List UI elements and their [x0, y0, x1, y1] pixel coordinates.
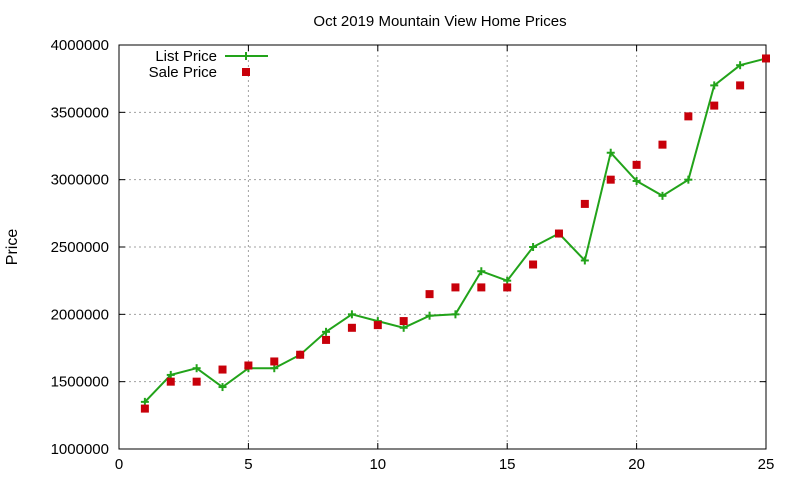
list-price-point	[658, 191, 667, 200]
legend-marker-sale-price	[242, 68, 250, 76]
y-tick-label: 3000000	[51, 172, 109, 189]
sale-price-point	[296, 350, 305, 359]
y-axis-label: Price	[4, 229, 21, 266]
list-price-point	[580, 256, 589, 265]
sale-price-point	[347, 323, 356, 332]
y-tick-label: 3500000	[51, 104, 109, 121]
sale-price-point	[606, 175, 615, 184]
list-price-point	[632, 177, 641, 186]
list-price-point	[503, 276, 512, 285]
list-price-point	[736, 61, 745, 70]
list-price-point	[166, 370, 175, 379]
legend: List Price Sale Price	[149, 48, 268, 81]
sale-price-point	[166, 377, 175, 386]
x-tick-label: 15	[499, 456, 516, 473]
x-tick-label: 0	[115, 456, 123, 473]
y-tick-label: 2500000	[51, 239, 109, 256]
x-tick-label: 5	[244, 456, 252, 473]
list-price-point	[270, 364, 279, 373]
legend-label-list-price: List Price	[155, 48, 217, 65]
sale-price-point	[736, 81, 745, 90]
x-tick-label: 25	[758, 456, 775, 473]
list-price-point	[606, 148, 615, 157]
sale-price-point	[218, 365, 227, 374]
sale-price-point	[399, 317, 408, 326]
list-price-point	[140, 397, 149, 406]
list-price-point	[529, 243, 538, 251]
list-price-point	[218, 383, 227, 392]
sale-price-point	[270, 357, 279, 366]
sale-price-point	[554, 229, 563, 238]
plot-frame	[118, 44, 767, 450]
sale-price-point	[244, 361, 253, 370]
sale-price-point	[632, 160, 641, 169]
sale-price-point	[658, 140, 667, 149]
x-tick-label: 10	[369, 456, 386, 473]
sale-price-point	[373, 321, 382, 330]
legend-marker-list-price	[242, 52, 250, 60]
sale-price-point	[140, 404, 149, 413]
list-price-point	[347, 310, 356, 319]
sale-price-point	[580, 199, 589, 208]
legend-label-sale-price: Sale Price	[149, 64, 217, 81]
list-price-point	[451, 310, 460, 319]
list-price-line	[144, 57, 767, 403]
sale-price-point	[710, 101, 719, 110]
y-tick-label: 1000000	[51, 441, 109, 458]
list-price-point	[192, 364, 201, 373]
chart-title: Oct 2019 Mountain View Home Prices	[313, 13, 566, 30]
sale-price-point	[684, 112, 693, 121]
sale-price-point	[477, 283, 486, 292]
x-tick-label: 20	[628, 456, 645, 473]
axes: 0 5 10 15 20 25 1000000 1500000 2000000 2500000 30…	[51, 37, 775, 473]
y-tick-label: 4000000	[51, 37, 109, 54]
sale-price-point	[503, 283, 512, 292]
sale-price-point	[529, 260, 538, 269]
sale-price-point	[762, 54, 770, 63]
sale-price-point	[451, 283, 460, 292]
list-price-point	[684, 175, 693, 184]
sale-price-point	[192, 377, 201, 386]
sale-price-point	[425, 290, 434, 299]
grid-lines	[119, 45, 766, 449]
data-series	[140, 54, 770, 413]
list-price-point	[322, 327, 331, 336]
list-price-point	[477, 267, 486, 276]
y-tick-label: 2000000	[51, 306, 109, 323]
y-tick-label: 1500000	[51, 374, 109, 391]
list-price-point	[425, 311, 434, 320]
list-price-point	[399, 323, 408, 332]
list-price-point	[710, 81, 719, 90]
sale-price-point	[322, 335, 331, 344]
